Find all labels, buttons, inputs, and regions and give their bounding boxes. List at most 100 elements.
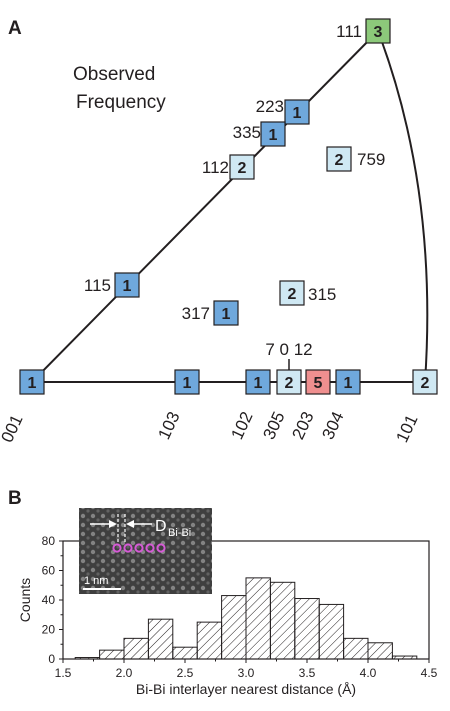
point-count: 2 [285,375,294,392]
y-tick-label: 0 [48,652,55,666]
histogram-bar-13 [391,655,418,660]
x-tick-label: 3.5 [299,666,316,680]
point-box [229,154,255,180]
x-axis-label: Bi-Bi interlayer nearest distance (Å) [136,681,356,697]
edge-111-101 [377,30,429,383]
point-label-103: 103 [154,409,183,443]
histogram-bar-11 [343,637,369,660]
point-count: 1 [123,278,132,295]
point-label-001: 001 [0,412,27,446]
x-tick-label: 3.0 [238,666,255,680]
point-count: 2 [421,375,430,392]
point-box [279,280,305,306]
point-box [245,369,271,395]
point-315: 2 [279,280,305,306]
point-label-102: 102 [227,409,256,443]
histogram-bar-8 [269,581,296,660]
tem-image [79,508,212,594]
point-112: 2 [229,154,255,180]
point-box [284,99,310,125]
point-103: 1 [174,369,200,395]
point-115: 1 [114,272,140,298]
point-count: 1 [222,306,231,323]
point-label-223: 223 [256,97,284,116]
y-tick-label: 60 [42,564,56,578]
edge-001-111 [31,30,379,383]
point-box [326,146,352,172]
point-box [260,121,286,147]
scalebar-label: 1 nm [84,575,108,587]
point-223: 1 [284,99,310,125]
point-box [365,18,391,44]
point-label-115: 115 [84,276,111,295]
point-box [114,272,140,298]
title-line-1: Observed [73,64,155,85]
d-subscript: Bi-Bi [168,527,191,539]
x-tick-label: 1.5 [55,666,72,680]
point-count: 1 [293,105,302,122]
title-line-2: Frequency [76,92,166,113]
point-count: 1 [269,127,278,144]
point-label-101: 101 [392,412,421,446]
point-label-759: 759 [357,150,385,169]
point-304: 1 [335,369,361,395]
point-759: 2 [326,146,352,172]
point-count: 5 [314,375,323,392]
point-count: 1 [344,375,353,392]
point-label-7-0-12: 7 0 12 [265,340,312,359]
point-label-203: 203 [288,409,317,443]
histogram-bar-0 [74,657,101,660]
y-tick-label: 20 [42,623,56,637]
point-box [335,369,361,395]
histogram-bar-1 [99,649,125,660]
x-tick-label: 4.5 [421,666,438,680]
point-001: 1 [19,369,45,395]
point-count: 1 [28,375,37,392]
histogram-bar-12 [367,642,393,660]
histogram-bar-6 [221,595,247,660]
point-label-305: 305 [259,409,288,443]
y-axis-label: Counts [17,578,33,622]
y-axis: 0 20 40 60 80 [42,534,63,666]
point-203: 5 [305,369,331,395]
histogram-bar-5 [196,621,223,660]
point-count: 2 [238,160,247,177]
histogram-bars [74,577,418,660]
d-symbol: D [155,518,167,535]
histogram-bar-7 [245,577,271,660]
point-317: 1 [213,300,239,326]
panel-a-letter: A [8,18,22,39]
point-101: 2 [412,369,438,395]
x-tick-label: 2.0 [116,666,133,680]
tem-inset: D Bi-Bi 1 nm [79,508,212,594]
point-box [19,369,45,395]
x-tick-label: 2.5 [177,666,194,680]
x-axis: 1.5 2.0 2.5 3.0 3.5 4.0 4.5 [55,659,438,680]
point-box [305,369,331,395]
point-box [412,369,438,395]
point-label-111: 111 [336,22,362,41]
y-tick-label: 80 [42,534,56,548]
point-count: 2 [288,286,297,303]
point-label-304: 304 [318,409,347,443]
point-box [276,369,302,395]
histogram-bar-10 [318,603,345,660]
histogram-bar-3 [147,618,174,660]
x-tick-label: 4.0 [360,666,377,680]
histogram-panel: B 1.5 2.0 2.5 3.0 3.5 4.0 4.5 0 20 40 60 80 Bi-Bi … [8,488,438,697]
point-count: 2 [335,152,344,169]
point-label-112: 112 [202,158,229,177]
panel-b-letter: B [8,488,22,509]
stereographic-triangle: A Observed Frequency 1001110311022305520… [0,18,438,446]
point-305: 2 [276,369,302,395]
point-label-335: 335 [233,123,261,142]
point-label-315: 315 [308,285,336,304]
point-335: 1 [260,121,286,147]
orientation-points: 1001110311022305520313042101311112231335… [0,18,438,446]
atom-markers [112,543,166,553]
point-count: 1 [254,375,263,392]
point-box [174,369,200,395]
point-111: 3 [365,18,391,44]
histogram-bar-2 [123,637,149,660]
